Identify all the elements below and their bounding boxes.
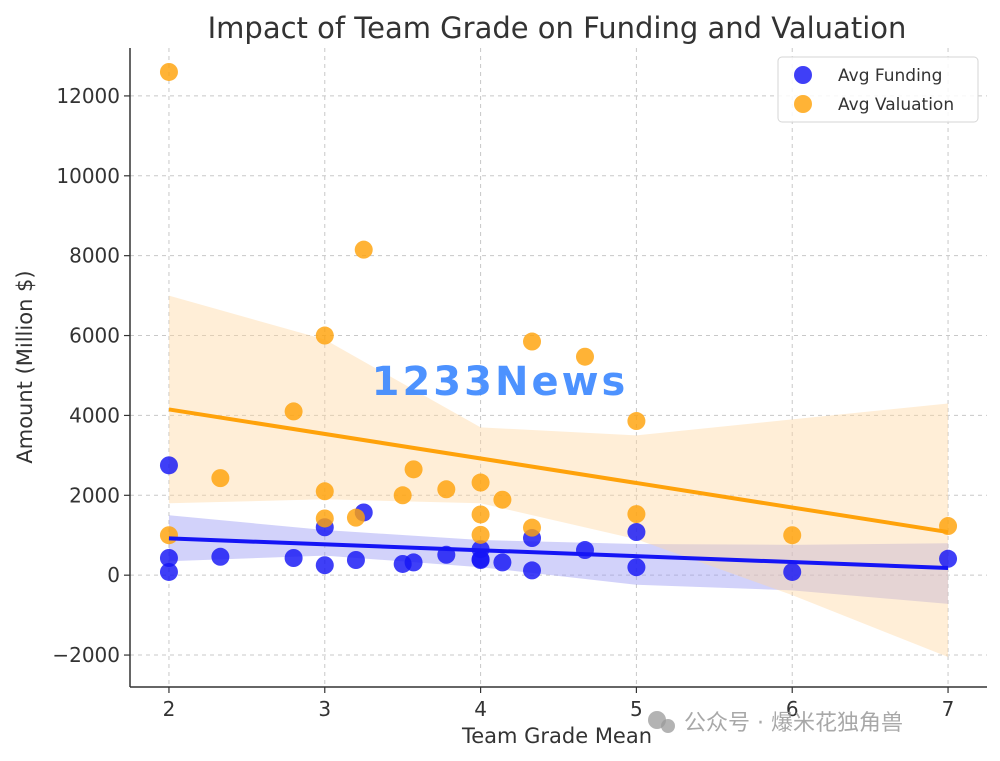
y-axis-label: Amount (Million $) (13, 270, 37, 463)
x-tick-label: 5 (630, 697, 643, 721)
confidence-band-valuation (168, 295, 949, 658)
watermark-1233news: 1233News (372, 359, 629, 405)
data-point-valuation (284, 402, 303, 421)
y-tick-label: 6000 (69, 324, 120, 348)
data-point-funding (939, 549, 958, 568)
regression-line-funding (168, 536, 949, 570)
watermark-wechat: 公众号 · 爆米花独角兽 (648, 711, 903, 736)
x-tick-label: 7 (942, 697, 955, 721)
data-point-valuation (393, 486, 412, 505)
x-tick-label: 3 (318, 697, 331, 721)
data-point-valuation (471, 525, 490, 544)
legend-label-funding: Avg Funding (838, 66, 942, 86)
y-tick-label: 0 (107, 563, 120, 587)
data-point-valuation (627, 412, 646, 431)
y-tick-label: 2000 (69, 483, 120, 507)
x-tick-label: 6 (786, 697, 799, 721)
data-point-funding (627, 523, 646, 542)
data-point-valuation (627, 505, 646, 524)
data-point-valuation (315, 326, 334, 345)
legend: Avg Funding Avg Valuation (777, 56, 979, 123)
data-point-valuation (315, 509, 334, 528)
y-tick-label: 10000 (56, 164, 120, 188)
x-tick-label: 4 (474, 697, 487, 721)
data-point-funding (159, 549, 178, 568)
y-tick-label: 8000 (69, 244, 120, 268)
data-point-valuation (159, 526, 178, 545)
data-point-valuation (493, 490, 512, 509)
tick-labels: 2 3 4 5 6 7 −2000 0 2000 4000 6000 8000 10000 12000 (52, 84, 954, 721)
watermark-wechat-text: 公众号 · 爆米花独角兽 (684, 711, 903, 736)
y-tick-label: −2000 (52, 643, 120, 667)
data-point-valuation (346, 508, 365, 527)
data-point-funding (346, 550, 365, 569)
legend-label-valuation: Avg Valuation (838, 95, 954, 115)
data-point-valuation (575, 347, 594, 366)
data-point-valuation (437, 480, 456, 499)
data-point-valuation (523, 332, 542, 351)
data-point-valuation (354, 240, 373, 259)
legend-box (777, 56, 979, 123)
data-point-valuation (404, 460, 423, 479)
data-point-funding (783, 562, 802, 581)
data-point-funding (471, 550, 490, 569)
confidence-band-funding (168, 515, 949, 604)
data-point-valuation (471, 505, 490, 524)
data-point-valuation (523, 518, 542, 537)
wechat-icon-small (661, 719, 675, 733)
data-point-valuation (211, 469, 230, 488)
data-point-valuation (315, 482, 334, 501)
data-point-valuation (159, 62, 178, 81)
data-point-funding (404, 553, 423, 572)
data-point-funding (284, 549, 303, 568)
data-point-funding (211, 547, 230, 566)
data-points (159, 62, 958, 581)
regression-line-valuation (168, 407, 949, 535)
data-point-funding (159, 456, 178, 475)
axes (124, 48, 987, 693)
regression-lines (168, 407, 949, 570)
y-tick-label: 12000 (56, 84, 120, 108)
data-point-funding (315, 556, 334, 575)
x-tick-label: 2 (163, 697, 176, 721)
data-point-valuation (783, 526, 802, 545)
legend-marker-valuation (794, 95, 812, 113)
chart-title: Impact of Team Grade on Funding and Valu… (208, 11, 907, 45)
x-axis-label: Team Grade Mean (461, 724, 652, 748)
data-point-funding (159, 562, 178, 581)
legend-marker-funding (794, 66, 812, 84)
data-point-valuation (471, 473, 490, 492)
y-tick-label: 4000 (69, 403, 120, 427)
data-point-funding (627, 558, 646, 577)
data-point-funding (493, 553, 512, 572)
confidence-bands (168, 295, 949, 658)
data-point-funding (523, 561, 542, 580)
